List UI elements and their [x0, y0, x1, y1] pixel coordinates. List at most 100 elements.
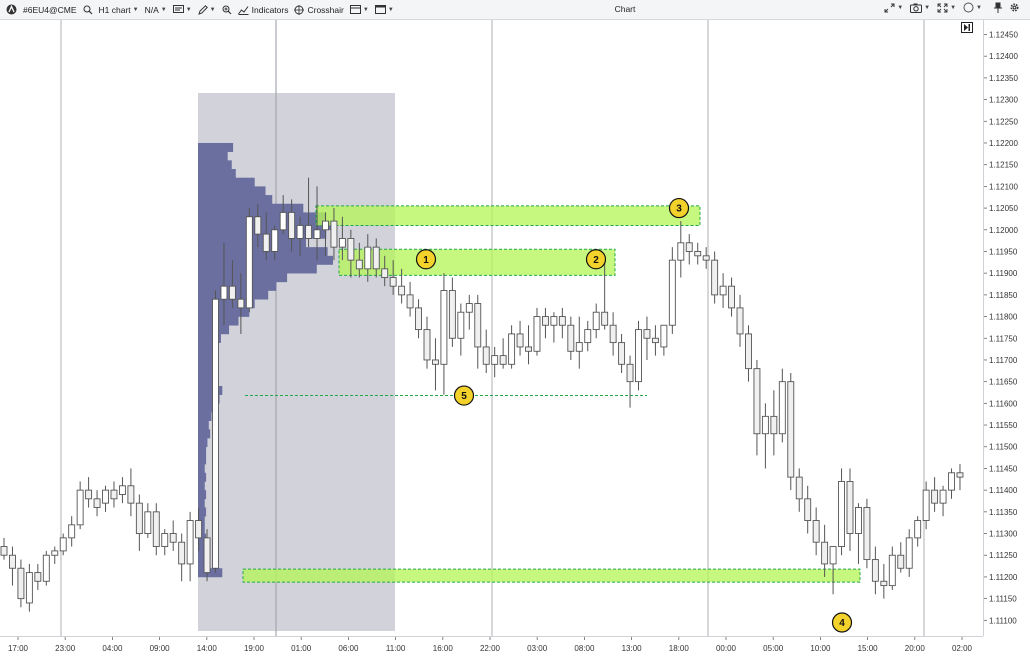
price-tick-label: 1.11500	[989, 443, 1018, 452]
candle	[609, 312, 617, 356]
chevron-down-icon: ▼	[897, 4, 904, 11]
volume-profile-bar	[198, 498, 205, 508]
candle	[956, 464, 964, 491]
marker-label: 2	[593, 255, 599, 266]
expand-arrows-icon[interactable]: ▼	[884, 3, 903, 13]
candle	[516, 320, 524, 356]
marker-label: 4	[839, 618, 845, 629]
candlestick-chart[interactable]: 1 2 3 4 5	[0, 20, 983, 636]
time-tick-label: 08:00	[574, 644, 595, 653]
marker-2: 2	[585, 249, 607, 270]
symbol-selector[interactable]: #6EU4@CME	[23, 4, 77, 15]
volume-profile-bar	[198, 177, 255, 187]
time-axis[interactable]: 17:00 23:00 04:00 09:00 14:00 19:00 01:00 06:00…	[0, 636, 983, 657]
atas-logo-icon[interactable]	[6, 4, 17, 15]
pin-icon[interactable]	[994, 2, 1002, 13]
candle-body	[457, 311, 465, 339]
candle-body	[262, 233, 270, 252]
candle-body	[245, 216, 253, 309]
candle-body	[846, 481, 854, 534]
layout-icon[interactable]: ▼	[349, 5, 369, 14]
search-icon[interactable]	[83, 5, 93, 15]
window-icon[interactable]: ▼	[374, 5, 394, 14]
volume-profile-bar	[198, 455, 207, 465]
time-tick-label: 20:00	[905, 644, 926, 653]
candle	[245, 208, 253, 313]
price-tick-label: 1.11100	[989, 616, 1017, 625]
zoom-icon[interactable]	[222, 5, 232, 15]
candle-body	[9, 554, 16, 569]
volume-profile-bar	[198, 394, 220, 404]
candle-body	[448, 290, 456, 339]
candle	[381, 255, 389, 287]
candle-body	[787, 381, 795, 478]
marker-label: 3	[676, 204, 682, 215]
candle-body	[677, 242, 685, 261]
volume-profile-bar	[198, 281, 277, 291]
candle-body	[702, 255, 710, 261]
candle-body	[381, 268, 389, 278]
marker-circle	[585, 249, 607, 270]
price-tick-label: 1.11700	[989, 356, 1018, 365]
volume-profile-bar	[198, 160, 232, 170]
candle-body	[525, 346, 532, 352]
candle	[660, 324, 668, 356]
candle	[127, 468, 135, 517]
candle-body	[423, 329, 431, 361]
candle	[423, 316, 431, 369]
candle-body	[51, 550, 59, 556]
indicators-button[interactable]: Indicators	[237, 5, 288, 15]
candle	[135, 494, 143, 551]
candle-body	[271, 229, 279, 252]
candle-body	[25, 572, 33, 604]
candle-body	[939, 489, 947, 504]
candle-body	[144, 511, 152, 534]
time-tick-label: 00:00	[716, 644, 737, 653]
candle-body	[499, 355, 507, 365]
chart-canvas[interactable]: 1 2 3 4 5	[0, 20, 983, 636]
candle-body	[905, 537, 913, 569]
price-tick-label: 1.12150	[989, 161, 1018, 170]
price-tick-label: 1.11950	[989, 247, 1018, 256]
fullscreen-icon[interactable]: ▼	[937, 3, 956, 13]
candle	[635, 320, 642, 391]
volume-profile-bar	[198, 342, 219, 352]
volume-profile-bar	[198, 550, 207, 560]
candle	[42, 550, 50, 586]
candle	[338, 216, 346, 261]
candle	[787, 372, 795, 491]
price-tick-label: 1.12400	[989, 52, 1018, 61]
circle-icon[interactable]: ▼	[963, 2, 982, 13]
candle	[482, 329, 490, 373]
timeframe-selector[interactable]: H1 chart ▼	[99, 5, 139, 15]
candle-body	[347, 238, 355, 261]
value-selector[interactable]: N/A ▼	[145, 5, 167, 15]
candle-body	[694, 251, 702, 257]
candle	[68, 516, 76, 547]
candle-body	[34, 572, 42, 582]
chevron-down-icon: ▼	[924, 4, 931, 11]
template-icon[interactable]: ▼	[172, 4, 192, 15]
candle	[440, 273, 448, 395]
candle-body	[871, 559, 879, 582]
pencil-icon[interactable]: ▼	[197, 4, 216, 15]
chevron-down-icon: ▼	[950, 4, 957, 11]
candle-body	[753, 368, 761, 435]
volume-profile-bar	[198, 186, 266, 196]
goto-last-bar-icon[interactable]	[961, 22, 973, 33]
candle	[347, 229, 355, 278]
camera-icon[interactable]: ▼	[910, 3, 930, 13]
gear-icon[interactable]	[1009, 2, 1020, 13]
candle	[838, 468, 845, 556]
crosshair-button[interactable]: Crosshair	[294, 4, 344, 15]
volume-profile-bar	[198, 264, 317, 274]
candle	[372, 238, 380, 278]
price-axis[interactable]: 1.12450 1.12400 1.12350 1.12300 1.12250 1.122…	[983, 20, 1030, 636]
candle-body	[745, 333, 752, 370]
candle	[102, 485, 109, 512]
candle-body	[508, 333, 516, 365]
candle-body	[795, 476, 803, 500]
volume-profile-bar	[198, 221, 333, 231]
candle-body	[212, 298, 219, 569]
candle-body	[888, 554, 896, 587]
